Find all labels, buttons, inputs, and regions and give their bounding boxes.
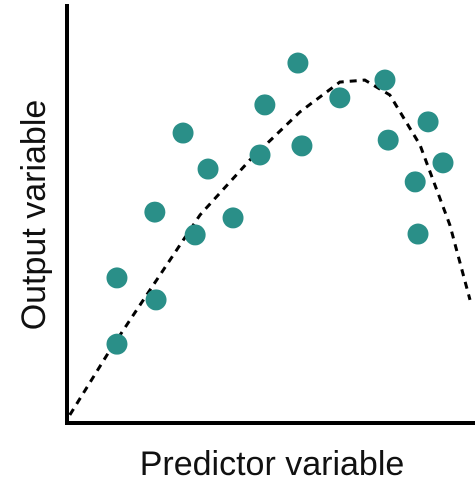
point	[222, 207, 244, 229]
point	[197, 158, 219, 180]
point	[144, 201, 166, 223]
point	[374, 69, 396, 91]
point	[106, 267, 128, 289]
point	[291, 135, 313, 157]
point	[172, 122, 194, 144]
y-axis-label: Output variable	[15, 100, 53, 331]
point	[145, 289, 167, 311]
point	[432, 152, 454, 174]
point	[404, 171, 426, 193]
point	[184, 224, 206, 246]
point	[377, 129, 399, 151]
point	[254, 94, 276, 116]
point	[106, 333, 128, 355]
x-axis-label: Predictor variable	[140, 445, 405, 481]
point	[329, 87, 351, 109]
point	[417, 111, 439, 133]
point	[249, 144, 271, 166]
point	[287, 52, 309, 74]
point	[407, 223, 429, 245]
trend-curve	[68, 78, 472, 416]
